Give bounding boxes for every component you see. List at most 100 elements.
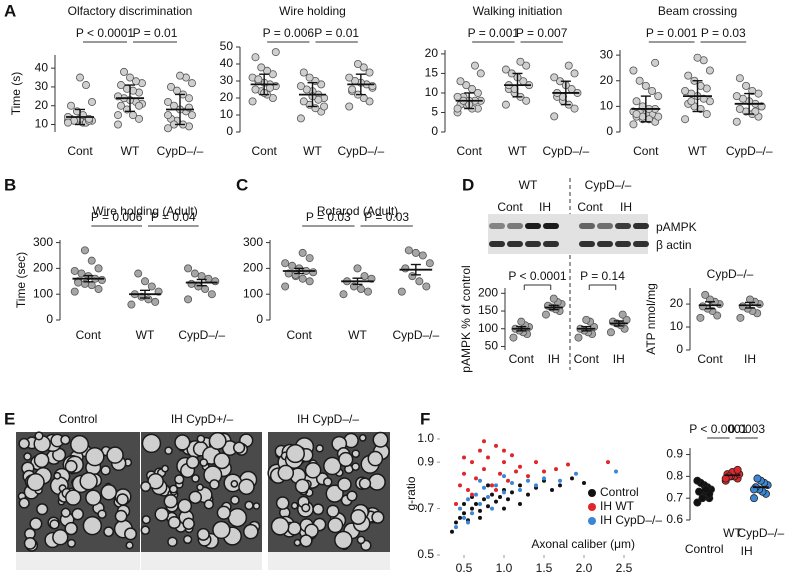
axon xyxy=(140,525,151,536)
data-point xyxy=(518,483,522,488)
data-point xyxy=(117,81,126,90)
axon xyxy=(29,517,43,531)
axon xyxy=(85,446,105,467)
data-point xyxy=(94,285,103,294)
data-point xyxy=(425,259,434,268)
data-point xyxy=(735,104,744,113)
blot-band xyxy=(543,223,559,229)
data-point xyxy=(462,455,466,460)
data-point xyxy=(490,483,494,488)
axon xyxy=(64,459,78,473)
x-tick-label: CypD–/– xyxy=(542,144,589,158)
x-tick-label: CypD–/– xyxy=(337,144,384,158)
axon xyxy=(191,474,200,483)
data-point xyxy=(482,467,486,472)
axon xyxy=(79,472,98,491)
axon xyxy=(114,509,128,523)
axon xyxy=(243,523,259,540)
data-point xyxy=(516,57,525,66)
y-tick-label: 200 xyxy=(243,261,263,275)
axon xyxy=(358,477,372,490)
data-point xyxy=(550,112,559,121)
x-tick-label: CypD–/– xyxy=(392,328,439,342)
data-point xyxy=(518,488,522,493)
axon xyxy=(167,536,178,548)
y-tick-label: 0 xyxy=(676,342,683,356)
data-point xyxy=(748,87,757,96)
data-point xyxy=(450,529,454,534)
chart-title: Olfactory discrimination xyxy=(68,4,193,18)
y-tick-label: 0 xyxy=(46,312,53,326)
data-point xyxy=(363,287,372,296)
axon xyxy=(216,505,231,520)
data-point xyxy=(418,251,427,260)
y-tick-label: 0 xyxy=(226,124,233,138)
x-tick-label: Cont xyxy=(633,144,659,158)
data-point xyxy=(401,264,410,273)
axon xyxy=(164,446,173,455)
chart-title: Beam crossing xyxy=(658,4,737,18)
y-tick-label: 30 xyxy=(220,73,234,87)
blot-band-label: β actin xyxy=(656,238,692,252)
blot-group: CypD–/– xyxy=(585,178,632,192)
panel-label: D xyxy=(462,175,474,194)
axon xyxy=(125,541,134,550)
data-point xyxy=(288,261,297,270)
data-point xyxy=(753,474,762,483)
blot-lane: IH xyxy=(620,200,632,214)
y-tick-label: 0.9 xyxy=(666,447,683,461)
data-point xyxy=(163,97,172,106)
axon xyxy=(161,464,169,473)
x-tick-label: Cont xyxy=(76,328,102,342)
data-point xyxy=(501,100,510,109)
x-tick-label: Cont xyxy=(67,144,93,158)
blot-band xyxy=(597,241,613,247)
data-point xyxy=(74,278,83,287)
axon xyxy=(356,535,366,545)
data-point xyxy=(291,270,300,279)
axon xyxy=(174,434,191,451)
legend-label: Control xyxy=(600,485,639,499)
data-point xyxy=(606,328,615,337)
x-tick-label: Cont xyxy=(697,352,723,366)
data-point xyxy=(478,501,482,506)
data-point xyxy=(641,81,650,90)
data-point xyxy=(474,501,478,506)
x-tick-label: IH xyxy=(548,352,560,366)
data-point xyxy=(360,272,369,281)
blot-band xyxy=(525,223,541,229)
y-tick-label: 0 xyxy=(256,312,263,326)
legend-label: IH WT xyxy=(600,499,635,513)
data-point xyxy=(207,290,216,299)
p-value: P = 0.03 xyxy=(306,210,351,224)
x-tick-label: Cont xyxy=(456,144,482,158)
axon xyxy=(351,462,360,472)
y-tick-label: 0.7 xyxy=(666,490,683,504)
data-point xyxy=(248,97,257,106)
axon xyxy=(368,473,386,491)
data-point xyxy=(490,492,494,497)
data-point xyxy=(466,520,470,525)
axon xyxy=(350,508,367,525)
panel-label: B xyxy=(4,175,16,194)
data-point xyxy=(204,274,213,283)
y-tick-label: 30 xyxy=(600,47,614,61)
data-point xyxy=(506,478,510,483)
data-point xyxy=(456,77,465,86)
data-point xyxy=(522,61,531,70)
data-point xyxy=(453,104,462,113)
data-point xyxy=(490,506,494,511)
data-point xyxy=(654,92,663,101)
data-point xyxy=(462,515,466,520)
data-point xyxy=(404,246,413,255)
data-point xyxy=(411,248,420,257)
data-point xyxy=(632,110,641,119)
data-point xyxy=(558,483,562,488)
y-tick-label: 40 xyxy=(220,56,234,70)
data-point xyxy=(494,488,498,493)
data-point xyxy=(473,88,482,97)
axon xyxy=(188,490,203,505)
axon xyxy=(60,434,71,445)
data-point xyxy=(478,508,482,513)
data-point xyxy=(566,462,570,467)
